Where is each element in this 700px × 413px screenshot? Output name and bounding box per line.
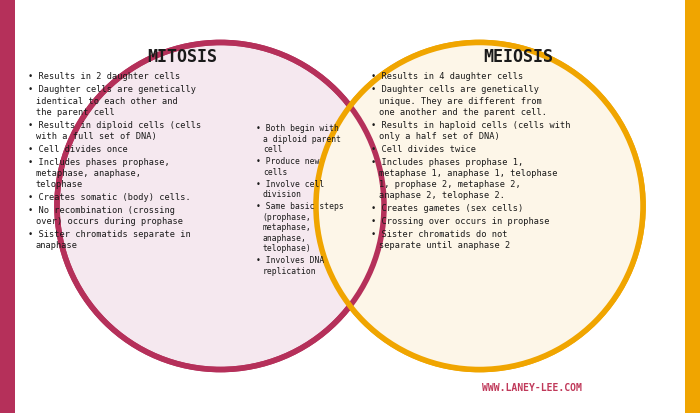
Text: • Produce new: • Produce new — [256, 157, 319, 166]
Text: • Creates somatic (body) cells.: • Creates somatic (body) cells. — [28, 192, 190, 201]
Text: • No recombination (crossing: • No recombination (crossing — [28, 205, 175, 214]
Text: • Creates gametes (sex cells): • Creates gametes (sex cells) — [371, 204, 524, 212]
Text: anaphase: anaphase — [36, 240, 78, 249]
Text: anaphase,: anaphase, — [262, 233, 307, 242]
Text: • Involves DNA: • Involves DNA — [256, 256, 323, 264]
Text: cells: cells — [262, 167, 287, 176]
Text: • Daughter cells are genetically: • Daughter cells are genetically — [371, 85, 539, 94]
Text: with a full set of DNA): with a full set of DNA) — [36, 131, 157, 140]
Text: a diploid parent: a diploid parent — [262, 134, 341, 143]
Text: • Cell divides twice: • Cell divides twice — [371, 144, 476, 153]
Text: • Both begin with: • Both begin with — [256, 124, 338, 133]
Text: metaphase, anaphase,: metaphase, anaphase, — [36, 169, 141, 177]
Text: telophase: telophase — [36, 180, 83, 188]
Ellipse shape — [57, 43, 384, 370]
Text: • Daughter cells are genetically: • Daughter cells are genetically — [28, 85, 196, 94]
Text: the parent cell: the parent cell — [36, 107, 115, 116]
Text: telophase): telophase) — [262, 244, 312, 252]
Text: anaphase 2, telophase 2.: anaphase 2, telophase 2. — [379, 191, 505, 199]
Text: MEIOSIS: MEIOSIS — [483, 47, 553, 65]
Text: • Includes phases prophase,: • Includes phases prophase, — [28, 157, 169, 166]
Text: • Results in diploid cells (cells: • Results in diploid cells (cells — [28, 120, 202, 129]
Text: metaphase,: metaphase, — [262, 223, 312, 232]
Bar — [0, 0, 15, 413]
Text: one another and the parent cell.: one another and the parent cell. — [379, 107, 547, 116]
Bar — [685, 0, 700, 413]
Text: • Involve cell: • Involve cell — [256, 179, 323, 188]
Text: • Includes phases prophase 1,: • Includes phases prophase 1, — [371, 157, 524, 166]
Text: • Sister chromatids separate in: • Sister chromatids separate in — [28, 229, 190, 238]
Text: unique. They are different from: unique. They are different from — [379, 96, 542, 105]
Text: only a half set of DNA): only a half set of DNA) — [379, 131, 500, 140]
Text: • Same basic steps: • Same basic steps — [256, 202, 343, 211]
Ellipse shape — [316, 43, 643, 370]
Text: cell: cell — [262, 145, 282, 154]
Text: MITOSIS: MITOSIS — [147, 47, 217, 65]
Text: • Crossing over occurs in prophase: • Crossing over occurs in prophase — [371, 216, 550, 225]
Text: division: division — [262, 190, 302, 199]
Text: metaphase 1, anaphase 1, telophase: metaphase 1, anaphase 1, telophase — [379, 169, 557, 177]
Text: identical to each other and: identical to each other and — [36, 96, 178, 105]
Text: • Sister chromatids do not: • Sister chromatids do not — [371, 229, 508, 238]
Text: • Results in haploid cells (cells with: • Results in haploid cells (cells with — [371, 120, 570, 129]
Text: over) occurs during prophase: over) occurs during prophase — [36, 216, 183, 225]
Text: • Results in 2 daughter cells: • Results in 2 daughter cells — [28, 72, 181, 81]
Ellipse shape — [316, 43, 643, 370]
Text: • Results in 4 daughter cells: • Results in 4 daughter cells — [371, 72, 524, 81]
Text: replication: replication — [262, 266, 316, 275]
Text: WWW.LANEY-LEE.COM: WWW.LANEY-LEE.COM — [482, 382, 582, 392]
Text: (prophase,: (prophase, — [262, 212, 312, 221]
Text: • Cell divides once: • Cell divides once — [28, 144, 127, 153]
Text: separate until anaphase 2: separate until anaphase 2 — [379, 240, 510, 249]
Text: 1, prophase 2, metaphase 2,: 1, prophase 2, metaphase 2, — [379, 180, 521, 188]
